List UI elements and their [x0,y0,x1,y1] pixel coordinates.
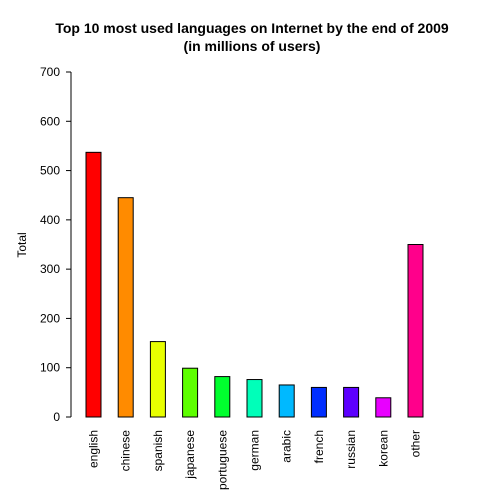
y-tick-label: 300 [40,262,60,276]
bars [85,151,424,418]
x-tick-label: english [87,430,101,468]
x-tick-label: arabic [280,430,294,463]
x-tick-label: russian [344,430,358,469]
x-tick-label: portuguese [215,430,229,490]
bar-portuguese [214,376,231,418]
x-tick-label: korean [376,430,390,467]
x-tick-label: spanish [151,430,165,471]
bar-korean [375,397,392,418]
x-tick-label: chinese [119,430,133,472]
bar-german [246,379,263,418]
bar-japanese [182,367,199,418]
bar-french [310,386,327,418]
bar-other [407,244,424,418]
y-tick-label: 500 [40,164,60,178]
y-tick-label: 200 [40,311,60,325]
y-tick-label: 400 [40,213,60,227]
y-tick-label: 100 [40,361,60,375]
x-tick-label: japanese [183,430,197,480]
bar-russian [343,386,360,418]
chart-title: Top 10 most used languages on Internet b… [55,20,449,36]
x-tick-label: french [312,430,326,463]
x-tick-label: german [248,430,262,471]
y-tick-label: 600 [40,114,60,128]
bar-spanish [149,341,166,418]
bar-english [85,151,102,418]
y-axis-label: Total [15,232,29,257]
y-axis: 0 100 200 300 400 500 600 700 [40,65,72,424]
bar-arabic [278,384,295,418]
y-tick-label: 0 [53,410,60,424]
bar-chinese [117,197,134,418]
x-axis-labels: english chinese spanish japanese portuguese g… [87,430,423,490]
x-tick-label: other [409,430,423,457]
y-tick-label: 700 [40,65,60,79]
chart-subtitle: (in millions of users) [184,38,321,54]
